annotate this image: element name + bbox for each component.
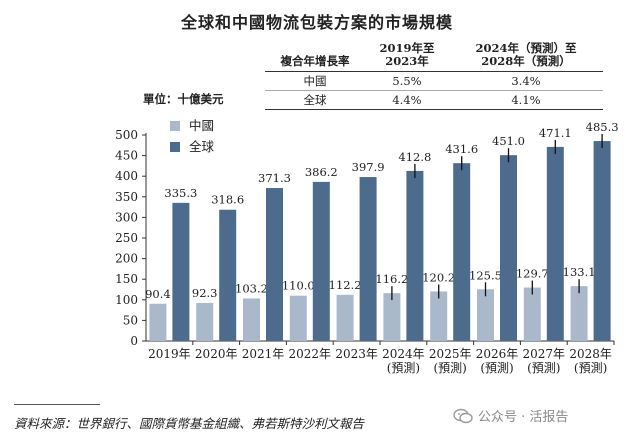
x-tick-label: 2024年 xyxy=(382,347,425,361)
x-tick-label: 2025年 xyxy=(429,347,472,361)
x-tick-label: (預測) xyxy=(527,361,560,375)
x-tick-label: 2026年 xyxy=(476,347,519,361)
x-tick-label: 2028年 xyxy=(569,347,612,361)
watermark: 公众号 · 活报告 xyxy=(453,406,568,425)
cagr-table: 複合年增長率 2019年至 2023年 2024年（預測）至 2028年（預測）… xyxy=(265,42,603,110)
data-label: 371.3 xyxy=(258,171,291,185)
bar-chart: 0 50 100 150 200 250 300 350 400 450 500 2019年 90.4 3… xyxy=(115,118,619,375)
watermark-text: 公众号 · 活报告 xyxy=(478,410,569,425)
cagr-value: 4.1% xyxy=(448,90,603,110)
bar-china xyxy=(383,293,401,341)
bar-global xyxy=(546,146,564,341)
bar-china xyxy=(477,289,494,341)
cagr-row-global: 全球 4.4% 4.1% xyxy=(265,90,603,110)
data-label: 120.2 xyxy=(422,270,455,284)
bar-china xyxy=(289,295,307,341)
bar-global xyxy=(266,188,283,341)
y-tick-label: 150 xyxy=(115,272,138,286)
data-label: 92.3 xyxy=(192,286,218,300)
cagr-value: 3.4% xyxy=(448,71,603,91)
y-tick-label: 100 xyxy=(115,293,138,307)
unit-label: 單位：十億美元 xyxy=(143,92,224,106)
cagr-row-china: 中國 5.5% 3.4% xyxy=(265,71,603,91)
y-tick-label: 200 xyxy=(115,252,138,266)
x-tick-label: (預測) xyxy=(480,361,513,375)
y-tick-label: 350 xyxy=(115,190,138,204)
legend-swatch xyxy=(170,142,180,152)
bar-global xyxy=(172,202,190,341)
cagr-col1-header-line1: 2019年至 xyxy=(379,41,435,55)
wechat-icon xyxy=(453,408,473,423)
x-tick-label: (預測) xyxy=(574,361,607,375)
y-tick-label: 400 xyxy=(115,169,138,183)
x-tick-label: 2022年 xyxy=(289,347,332,361)
x-tick-label: 2023年 xyxy=(335,347,378,361)
bar-china xyxy=(243,298,260,341)
bar-global xyxy=(406,170,424,341)
y-tick-label: 450 xyxy=(115,149,138,163)
data-label: 431.6 xyxy=(445,142,478,156)
cagr-col2-header: 2024年（預測）至 2028年（預測） xyxy=(448,41,603,72)
source-divider xyxy=(14,404,100,405)
bar-china xyxy=(196,302,214,341)
bar-china xyxy=(430,291,448,341)
bar-global xyxy=(359,177,377,341)
legend-label: 中國 xyxy=(189,118,214,133)
data-label: 485.3 xyxy=(586,120,619,134)
data-label: 386.2 xyxy=(305,165,338,179)
bar-china xyxy=(149,303,167,341)
x-tick-label: 2019年 xyxy=(148,347,191,361)
bar-global xyxy=(500,155,517,341)
data-label: 412.8 xyxy=(398,150,431,164)
data-label: 116.2 xyxy=(375,272,408,286)
bar-china xyxy=(570,286,588,341)
cagr-header-label: 複合年增長率 xyxy=(265,42,365,72)
data-label: 90.4 xyxy=(145,287,171,301)
bar-china xyxy=(336,294,354,341)
y-tick-label: 300 xyxy=(115,210,138,224)
cagr-value: 5.5% xyxy=(365,71,449,91)
data-label: 103.2 xyxy=(235,281,268,295)
cagr-row-name: 中國 xyxy=(265,71,365,91)
data-label: 133.1 xyxy=(563,265,596,279)
data-label: 451.0 xyxy=(492,134,525,148)
bar-global xyxy=(312,181,330,341)
data-label: 397.9 xyxy=(352,160,385,174)
x-tick-label: (預測) xyxy=(434,361,467,375)
y-tick-label: 500 xyxy=(115,128,138,142)
cagr-col1-header: 2019年至 2023年 xyxy=(365,42,449,72)
legend-label: 全球 xyxy=(189,139,215,154)
bar-global xyxy=(453,163,471,341)
data-label: 318.6 xyxy=(211,193,244,207)
x-tick-label: 2027年 xyxy=(523,347,566,361)
data-label: 125.5 xyxy=(469,268,502,282)
data-label: 335.3 xyxy=(164,186,197,200)
bar-china xyxy=(523,287,541,341)
cagr-col2-header-line2: 2028年（預測） xyxy=(481,54,571,68)
data-label: 471.1 xyxy=(539,126,572,140)
bar-global xyxy=(593,141,611,341)
y-tick-label: 50 xyxy=(123,313,138,327)
bar-global xyxy=(219,209,237,341)
x-tick-label: (預測) xyxy=(387,361,420,375)
legend-swatch xyxy=(170,121,180,131)
y-tick-label: 250 xyxy=(115,231,138,245)
x-tick-label: 2020年 xyxy=(195,347,238,361)
data-label: 129.7 xyxy=(516,267,549,281)
y-tick-label: 0 xyxy=(130,334,138,348)
cagr-value: 4.4% xyxy=(365,90,449,110)
x-tick-label: 2021年 xyxy=(242,347,285,361)
cagr-col2-header-line1: 2024年（預測）至 xyxy=(475,41,577,55)
data-label: 112.2 xyxy=(329,278,362,292)
data-label: 110.0 xyxy=(282,279,315,293)
source-note: 資料來源：世界銀行、國際貨幣基金組織、弗若斯特沙利文報告 xyxy=(14,416,365,431)
chart-title: 全球和中國物流包裝方案的市場規模 xyxy=(180,13,453,32)
cagr-col1-header-line2: 2023年 xyxy=(385,54,429,68)
cagr-row-name: 全球 xyxy=(265,90,365,110)
